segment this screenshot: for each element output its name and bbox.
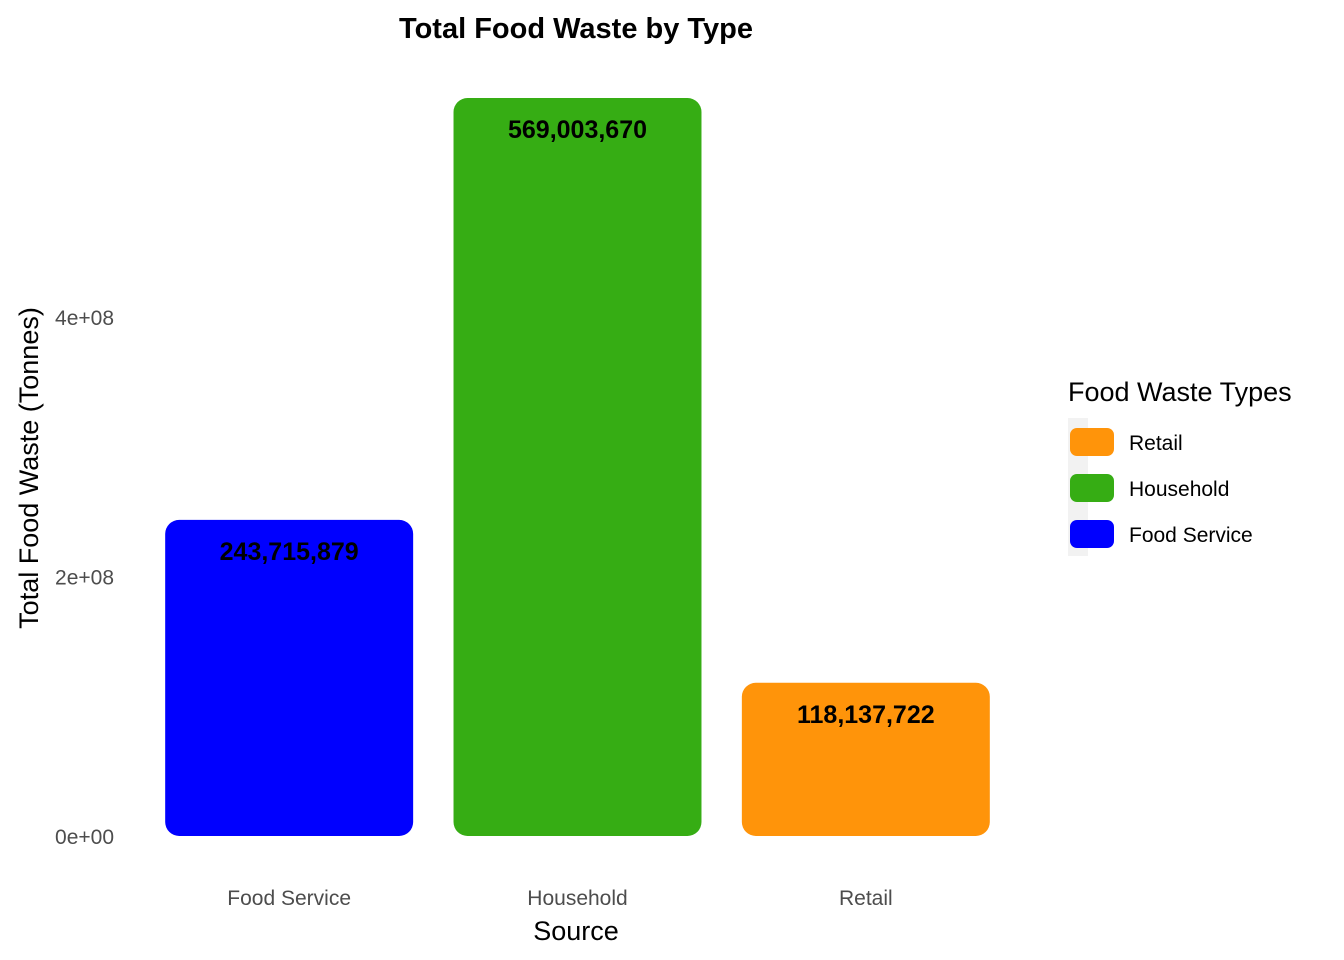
y-tick-label: 4e+08 [55,307,114,330]
legend-swatch-household [1070,474,1114,502]
legend: Food Waste Types Retail Household Food Ser… [1068,377,1292,556]
legend-entries: Retail Household Food Service [1070,428,1253,548]
bar-household [453,98,702,836]
legend-label: Food Service [1129,524,1253,547]
bar-food-service [165,519,414,836]
legend-swatch-food-service [1070,520,1114,548]
x-axis-ticks: Food Service Household Retail [227,887,892,910]
bars-group [165,98,990,836]
y-tick-label: 2e+08 [55,567,114,590]
y-tick-label: 0e+00 [55,826,114,849]
bar-value-label: 118,137,722 [797,701,935,729]
x-tick-label: Household [527,887,627,910]
bar-retail [741,682,990,836]
chart-title: Total Food Waste by Type [399,13,753,45]
legend-label: Household [1129,478,1229,501]
bar-value-labels: 243,715,879 569,003,670 118,137,722 [220,116,935,729]
legend-swatch-retail [1070,428,1114,456]
bar-value-label: 569,003,670 [508,116,647,144]
y-axis-title: Total Food Waste (Tonnes) [14,307,44,629]
x-tick-label: Food Service [227,887,351,910]
x-tick-label: Retail [839,887,893,910]
bar-value-label: 243,715,879 [220,538,359,566]
legend-label: Retail [1129,432,1183,455]
x-axis-title: Source [533,916,619,946]
legend-title: Food Waste Types [1068,377,1292,407]
y-axis-ticks: 0e+00 2e+08 4e+08 [55,307,114,849]
